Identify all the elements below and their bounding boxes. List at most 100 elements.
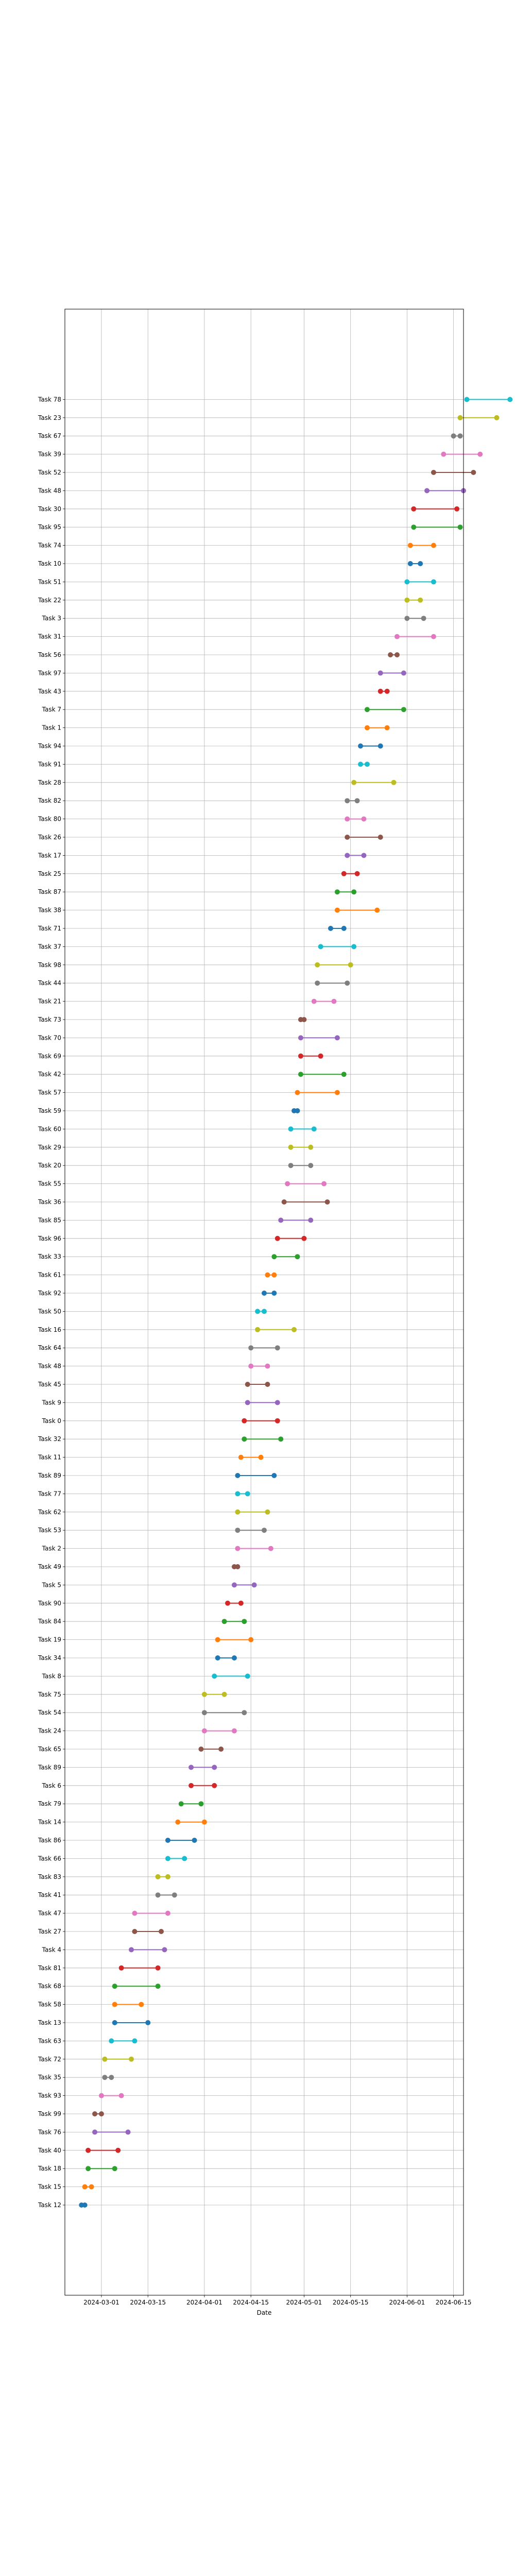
y-tick-label: Task 53 <box>38 1527 61 1534</box>
y-tick-label: Task 55 <box>38 1180 61 1188</box>
y-tick-label: Task 37 <box>38 943 61 950</box>
task-end-point <box>235 1564 241 1569</box>
task-start-point <box>201 1728 207 1734</box>
chart-marks <box>79 397 513 2208</box>
y-tick-label: Task 14 <box>38 1819 61 1826</box>
task-start-point <box>112 2002 117 2007</box>
y-tick-label: Task 60 <box>38 1125 61 1132</box>
y-tick-label: Task 43 <box>38 688 61 695</box>
task-end-point <box>311 1126 317 1132</box>
task-end-point <box>341 1072 347 1077</box>
task-end-point <box>391 779 397 785</box>
task-end-point <box>265 1509 270 1515</box>
y-tick-label: Task 9 <box>42 1399 61 1406</box>
y-tick-label: Task 98 <box>38 961 61 969</box>
task-start-point <box>411 524 417 530</box>
y-tick-label: Task 52 <box>38 469 61 476</box>
task-start-point <box>245 1400 250 1405</box>
task-end-point <box>348 962 353 968</box>
plot-area-frame <box>64 309 464 2296</box>
task-end-point <box>231 1655 237 1660</box>
y-tick-label: Task 89 <box>38 1764 61 1771</box>
task-end-point <box>242 1619 247 1624</box>
task-start-point <box>242 1436 247 1442</box>
task-end-point <box>82 2202 88 2208</box>
y-tick-label: Task 74 <box>38 542 61 549</box>
y-tick-label: Task 49 <box>38 1563 61 1570</box>
x-tick-label: 2024-06-01 <box>389 2299 425 2306</box>
task-start-point <box>345 835 350 840</box>
x-axis-title: Date <box>257 2309 272 2316</box>
task-end-point <box>155 1965 161 1971</box>
task-start-point <box>255 1327 261 1332</box>
task-end-point <box>132 2038 138 2044</box>
task-start-point <box>175 1819 181 1825</box>
task-end-point <box>251 1582 257 1588</box>
y-tick-label: Task 18 <box>38 2165 61 2172</box>
task-start-point <box>364 707 370 713</box>
task-end-point <box>351 889 357 895</box>
task-end-point <box>182 1856 187 1861</box>
y-tick-label: Task 90 <box>38 1600 61 1607</box>
y-tick-label: Task 78 <box>38 396 61 403</box>
task-start-point <box>188 1765 194 1770</box>
task-end-point <box>98 2111 104 2116</box>
y-tick-label: Task 35 <box>38 2074 61 2081</box>
y-tick-label: Task 70 <box>38 1034 61 1041</box>
task-end-point <box>301 1017 307 1022</box>
y-tick-label: Task 30 <box>38 505 61 513</box>
task-end-point <box>278 1436 284 1442</box>
task-start-point <box>235 1473 241 1478</box>
task-start-point <box>198 1747 204 1752</box>
y-tick-label: Task 17 <box>38 852 61 859</box>
y-tick-label: Task 48 <box>38 1363 61 1370</box>
task-end-point <box>221 1691 227 1697</box>
y-tick-label: Task 36 <box>38 1198 61 1206</box>
task-start-point <box>225 1600 231 1606</box>
y-tick-label: Task 19 <box>38 1636 61 1643</box>
y-tick-label: Task 33 <box>38 1253 61 1260</box>
task-start-point <box>315 980 320 986</box>
task-start-point <box>377 688 383 694</box>
task-start-point <box>407 561 413 566</box>
y-tick-label: Task 45 <box>38 1381 61 1388</box>
y-tick-label: Task 67 <box>38 432 61 439</box>
task-start-point <box>388 652 393 657</box>
task-start-point <box>364 725 370 731</box>
task-end-point <box>155 1984 161 1989</box>
task-end-point <box>145 2020 151 2025</box>
task-end-point <box>308 1217 314 1223</box>
task-end-point <box>341 926 347 931</box>
y-tick-label: Task 81 <box>38 1964 61 1972</box>
y-tick-label: Task 48 <box>38 487 61 494</box>
task-end-point <box>245 1673 250 1679</box>
task-end-point <box>112 2166 117 2172</box>
y-tick-label: Task 22 <box>38 597 61 604</box>
task-start-point <box>341 871 347 876</box>
task-start-point <box>271 1254 277 1260</box>
task-end-point <box>454 506 460 512</box>
task-end-point <box>401 670 406 676</box>
task-start-point <box>201 1710 207 1716</box>
task-start-point <box>457 415 463 420</box>
y-tick-label: Task 65 <box>38 1745 61 1753</box>
task-start-point <box>235 1528 241 1533</box>
task-start-point <box>235 1491 241 1497</box>
task-end-point <box>271 1291 277 1296</box>
task-start-point <box>188 1783 194 1788</box>
task-end-point <box>212 1783 217 1788</box>
y-tick-label: Task 10 <box>38 560 61 567</box>
task-start-point <box>281 1199 287 1205</box>
y-tick-label: Task 34 <box>38 1654 61 1662</box>
task-start-point <box>345 816 350 822</box>
x-tick-label: 2024-05-01 <box>286 2299 322 2306</box>
y-tick-label: Task 83 <box>38 1873 61 1880</box>
y-tick-label: Task 93 <box>38 2092 61 2099</box>
y-tick-label: Task 62 <box>38 1509 61 1516</box>
task-end-point <box>274 1345 280 1351</box>
task-start-point <box>102 2056 108 2062</box>
task-end-point <box>361 816 367 822</box>
task-start-point <box>358 761 364 767</box>
task-start-point <box>92 2111 98 2116</box>
task-end-point <box>192 1838 197 1843</box>
